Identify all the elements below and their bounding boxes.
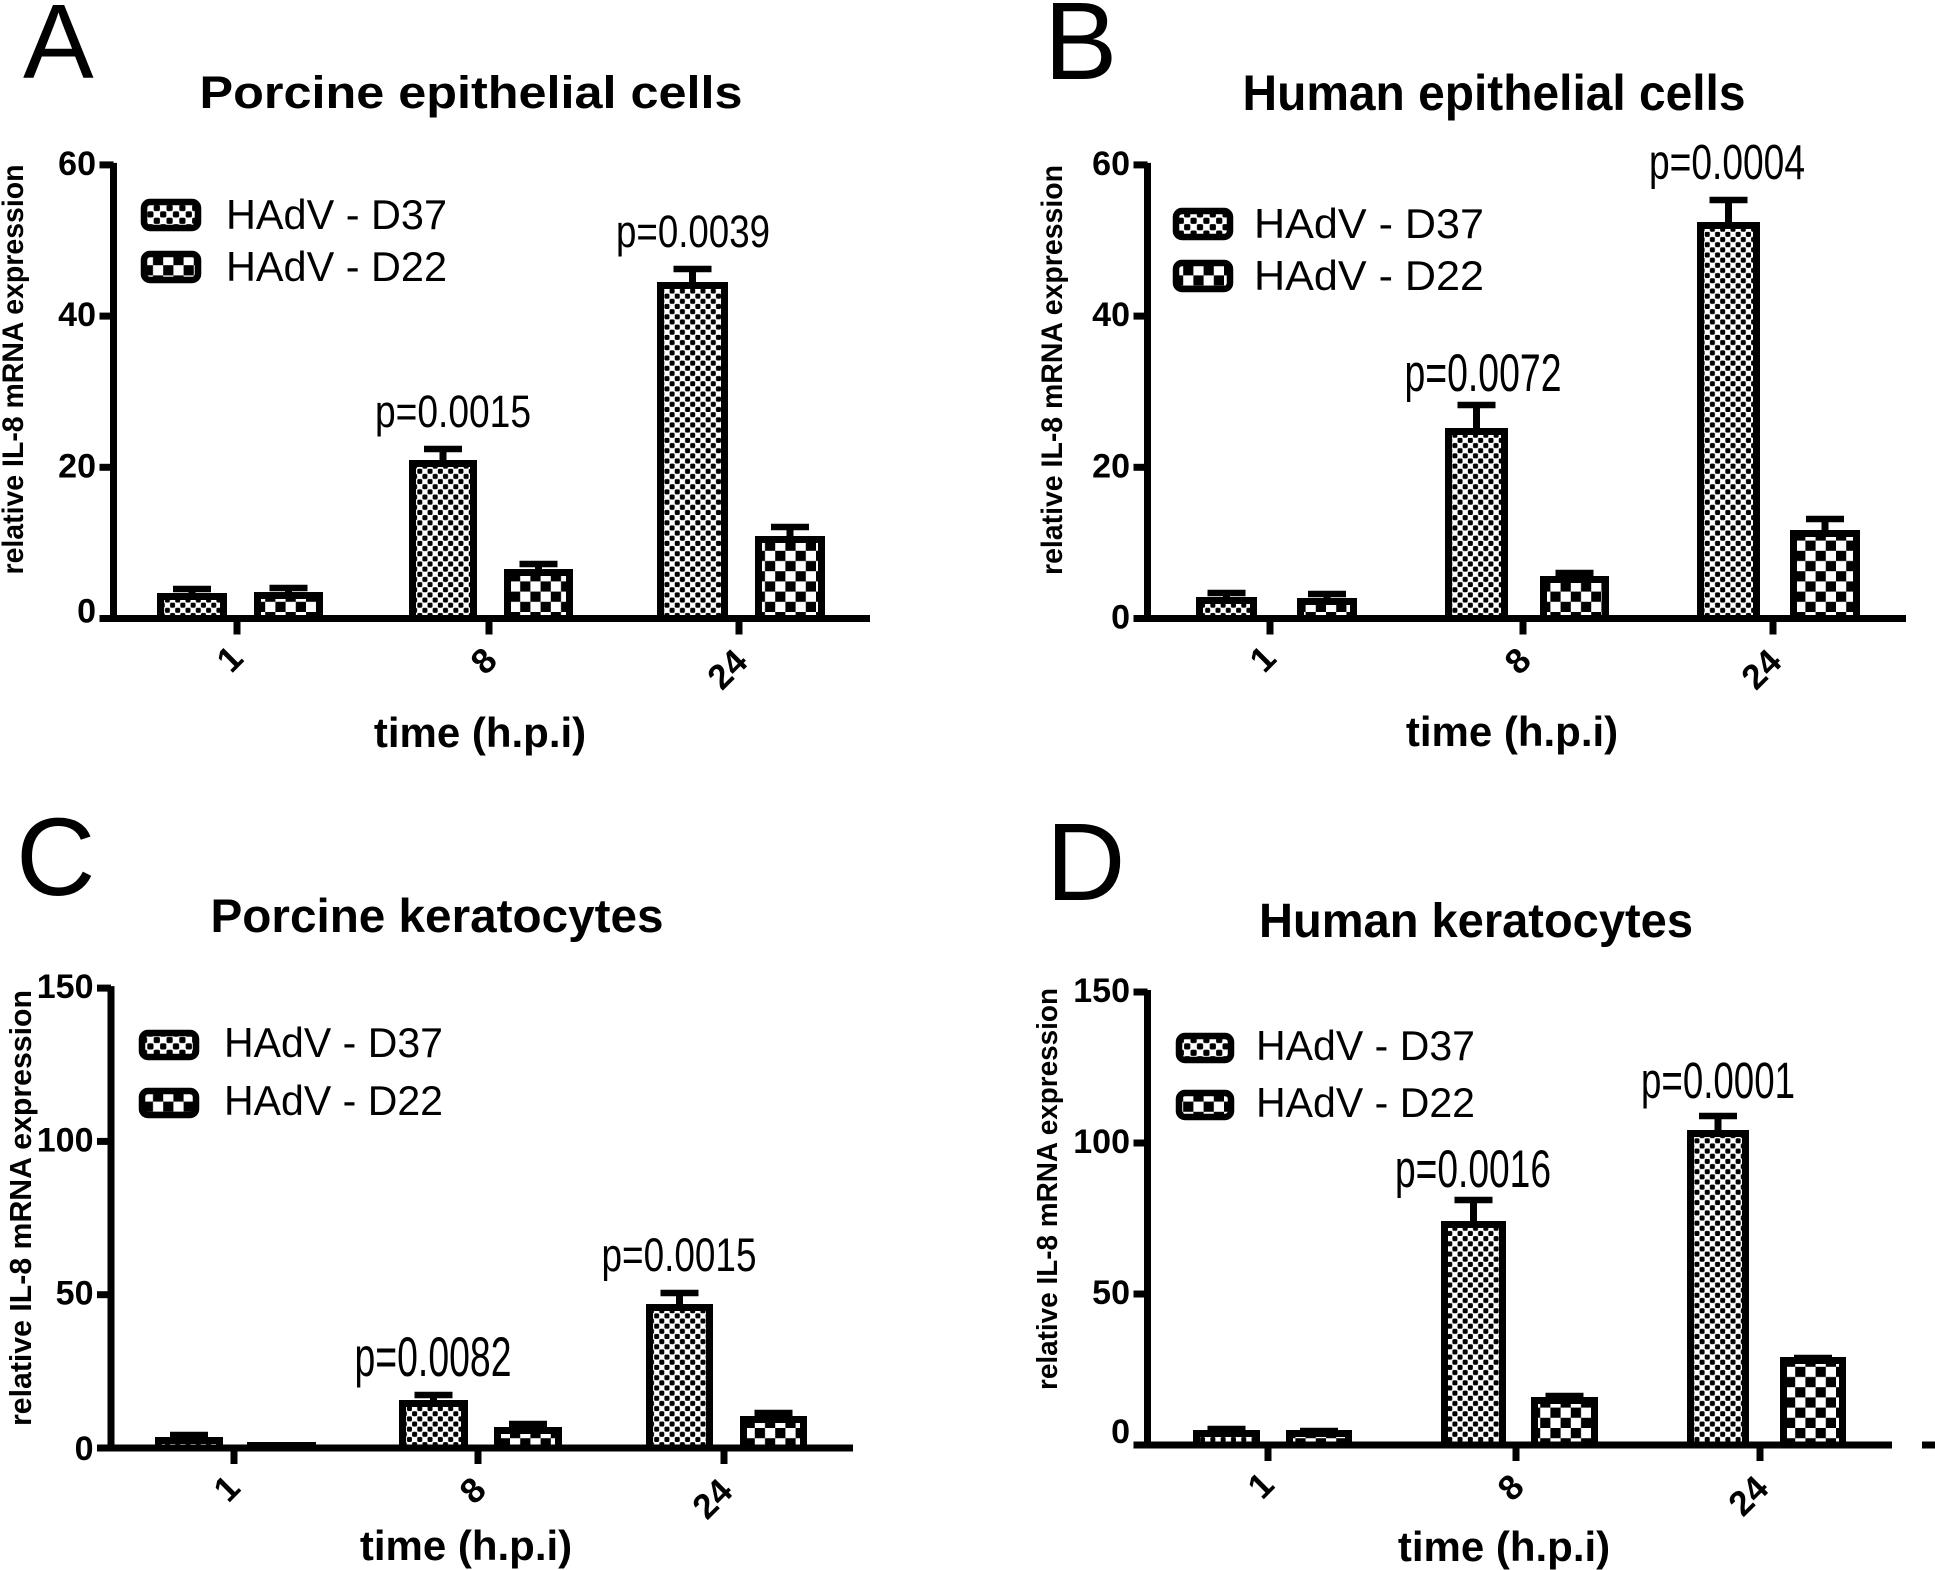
svg-text:relative IL-8 mRNA expression: relative IL-8 mRNA expression — [1036, 165, 1069, 575]
svg-text:relative IL-8 mRNA expression: relative IL-8 mRNA expression — [1032, 988, 1064, 1390]
svg-text:C: C — [16, 796, 95, 919]
svg-text:time (h.p.i): time (h.p.i) — [1406, 708, 1618, 755]
svg-text:50: 50 — [1092, 1274, 1130, 1312]
svg-text:relative IL-8 mRNA expression: relative IL-8 mRNA expression — [0, 165, 30, 575]
svg-text:D: D — [1046, 801, 1125, 924]
svg-text:p=0.0015: p=0.0015 — [375, 386, 531, 437]
svg-text:100: 100 — [37, 1121, 94, 1159]
svg-text:p=0.0016: p=0.0016 — [1395, 1140, 1551, 1199]
svg-text:0: 0 — [1111, 599, 1130, 637]
svg-text:40: 40 — [1092, 296, 1130, 334]
svg-text:p=0.0001: p=0.0001 — [1641, 1052, 1795, 1109]
svg-text:p=0.0015: p=0.0015 — [602, 1228, 757, 1281]
svg-text:time (h.p.i): time (h.p.i) — [360, 1522, 572, 1569]
svg-text:HAdV - D22: HAdV - D22 — [224, 1077, 443, 1124]
svg-text:HAdV - D22: HAdV - D22 — [1254, 252, 1484, 299]
svg-text:60: 60 — [1092, 145, 1130, 183]
svg-text:0: 0 — [77, 593, 96, 631]
svg-text:0: 0 — [75, 1430, 94, 1468]
svg-text:relative IL-8 mRNA expression: relative IL-8 mRNA expression — [3, 990, 38, 1426]
svg-text:100: 100 — [1073, 1123, 1130, 1161]
svg-text:Human epithelial cells: Human epithelial cells — [1243, 65, 1746, 121]
svg-text:B: B — [1044, 0, 1117, 103]
svg-text:HAdV - D37: HAdV - D37 — [224, 1019, 443, 1066]
svg-text:p=0.0039: p=0.0039 — [616, 206, 770, 257]
svg-text:Porcine epithelial cells: Porcine epithelial cells — [200, 67, 743, 118]
svg-text:HAdV - D37: HAdV - D37 — [226, 191, 447, 238]
svg-text:HAdV - D22: HAdV - D22 — [1256, 1079, 1475, 1126]
svg-text:p=0.0082: p=0.0082 — [355, 1325, 512, 1388]
svg-text:time (h.p.i): time (h.p.i) — [1398, 1523, 1610, 1570]
svg-text:Human keratocytes: Human keratocytes — [1259, 895, 1693, 948]
svg-text:Porcine keratocytes: Porcine keratocytes — [211, 889, 664, 942]
svg-text:20: 20 — [1092, 447, 1130, 485]
svg-text:20: 20 — [58, 447, 96, 485]
svg-text:60: 60 — [58, 145, 96, 183]
svg-text:HAdV - D22: HAdV - D22 — [226, 243, 447, 290]
svg-text:p=0.0072: p=0.0072 — [1405, 344, 1562, 403]
svg-text:40: 40 — [58, 296, 96, 334]
svg-text:150: 150 — [37, 968, 94, 1006]
svg-text:A: A — [23, 0, 94, 101]
svg-text:HAdV - D37: HAdV - D37 — [1254, 200, 1484, 247]
svg-text:HAdV - D37: HAdV - D37 — [1256, 1022, 1475, 1069]
svg-text:time (h.p.i): time (h.p.i) — [374, 709, 586, 756]
svg-text:150: 150 — [1073, 972, 1130, 1010]
svg-text:p=0.0004: p=0.0004 — [1649, 136, 1805, 190]
svg-text:50: 50 — [56, 1275, 94, 1313]
svg-text:0: 0 — [1111, 1413, 1130, 1451]
